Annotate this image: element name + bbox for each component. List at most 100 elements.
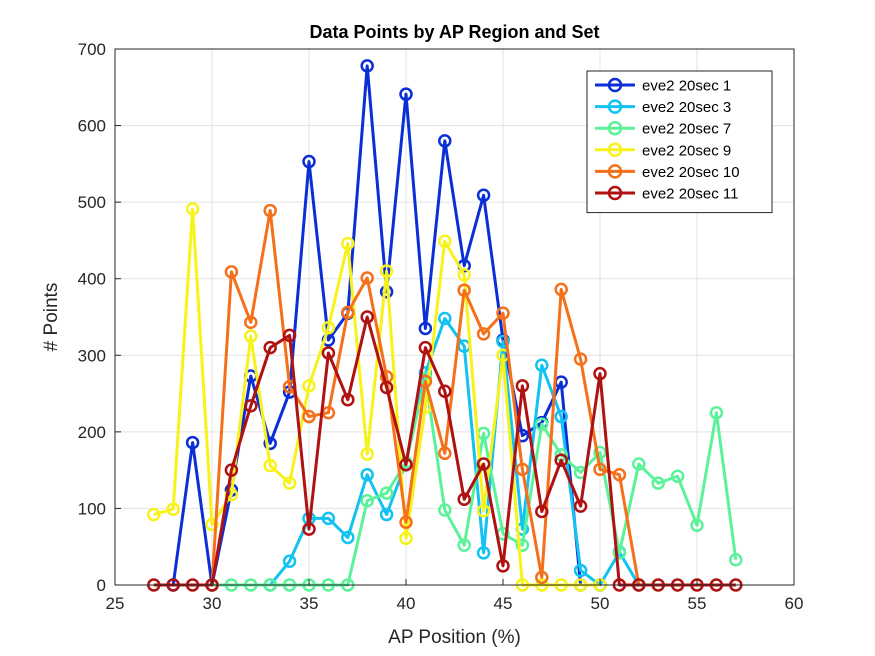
data-point [515,462,530,477]
plot-frame [114,48,795,586]
data-point [670,469,685,484]
data-point [554,453,568,467]
data-point [535,417,549,431]
data-point [263,203,277,218]
data-point [476,503,491,518]
legend-item: eve2 20sec 10 [595,164,740,181]
data-point [321,320,336,335]
x-tick-label: 40 [397,594,416,613]
data-point [593,445,607,460]
data-point [651,476,665,490]
y-tick-label: 400 [78,270,106,289]
y-tick-label: 200 [78,423,106,442]
data-point [244,399,258,413]
legend-item: eve2 20sec 3 [595,99,731,116]
legend-label: eve2 20sec 1 [642,78,731,95]
data-point [593,366,607,381]
data-point [554,409,568,424]
data-point [438,234,452,248]
series-5 [205,203,646,592]
data-point [282,328,297,343]
data-point [457,283,471,297]
data-point [535,358,549,372]
data-point [438,134,452,148]
data-point [302,154,316,169]
data-point [690,518,704,533]
data-point [321,511,336,526]
data-point [341,530,355,545]
legend-marker [607,185,623,201]
data-point [612,546,627,560]
data-point [224,463,239,477]
data-point [438,503,452,517]
data-point [476,188,491,203]
series-4 [147,202,607,592]
y-tick-label: 700 [78,40,106,59]
data-point [360,494,374,508]
data-point [341,305,355,320]
y-axis-label: # Points [41,283,62,352]
chart-title: Data Points by AP Region and Set [309,22,599,42]
data-point [399,531,413,546]
data-point [573,499,588,513]
data-point [535,570,549,585]
legend-label: eve2 20sec 7 [642,121,731,138]
legend-marker [607,120,623,136]
data-point [360,447,374,461]
legend-item: eve2 20sec 1 [595,78,731,95]
data-point [418,340,433,355]
series-line [210,209,641,586]
data-point [476,327,491,341]
data-point [496,306,510,320]
data-point [632,457,646,471]
data-point [418,321,433,336]
data-point [457,268,471,282]
data-point [496,334,510,349]
data-point [360,271,374,285]
data-point [263,458,277,473]
data-point [185,435,200,450]
data-point [457,492,471,506]
data-point [360,467,374,482]
x-axis-label: AP Position (%) [388,627,521,648]
legend-item: eve2 20sec 9 [595,142,731,159]
data-point [535,504,549,519]
data-point [399,515,413,529]
data-point [263,436,277,451]
data-point [438,446,452,461]
data-point [399,87,413,101]
data-point [360,59,374,73]
data-point [379,507,394,522]
x-tick-label: 45 [494,594,513,613]
legend-label: eve2 20sec 11 [642,186,738,203]
y-tick-label: 300 [78,346,106,365]
y-axis-ticks: 0 100 200 300 400 500 600 700 [78,40,121,595]
legend-marker [607,142,623,158]
data-point [321,346,336,360]
x-tick-label: 50 [591,594,610,613]
data-point [379,380,394,395]
data-point [438,311,452,326]
data-point [244,329,258,343]
y-tick-label: 500 [78,193,106,212]
data-point [729,552,743,567]
legend-item: eve2 20sec 7 [595,121,731,138]
data-point [379,264,394,278]
data-point [399,458,413,472]
x-tick-label: 55 [688,594,707,613]
data-point [282,554,297,569]
data-point [263,340,277,355]
data-point [612,467,627,482]
data-point [496,559,510,573]
data-point [573,563,588,578]
data-point [341,236,355,251]
data-point [515,538,530,552]
data-point [282,476,297,490]
data-point [476,457,491,471]
x-tick-label: 35 [300,594,319,613]
data-point [302,522,316,536]
x-axis-ticks: 25 30 35 40 45 50 55 60 [106,579,803,613]
x-tick-label: 25 [106,594,125,613]
data-point [476,546,491,560]
